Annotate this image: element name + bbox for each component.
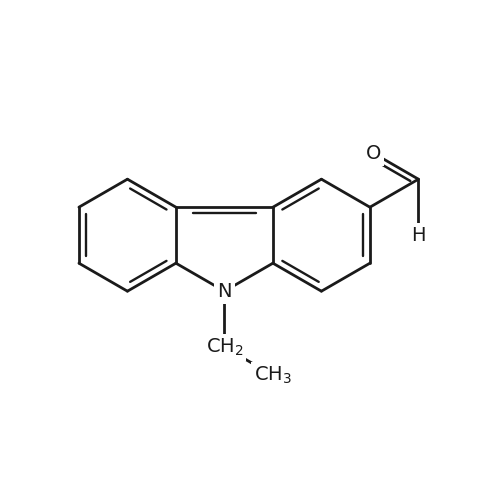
Text: H: H — [411, 226, 426, 245]
Text: O: O — [366, 144, 381, 163]
Text: N: N — [217, 282, 232, 301]
Text: CH$_2$: CH$_2$ — [205, 337, 243, 358]
Text: CH$_3$: CH$_3$ — [254, 365, 292, 386]
